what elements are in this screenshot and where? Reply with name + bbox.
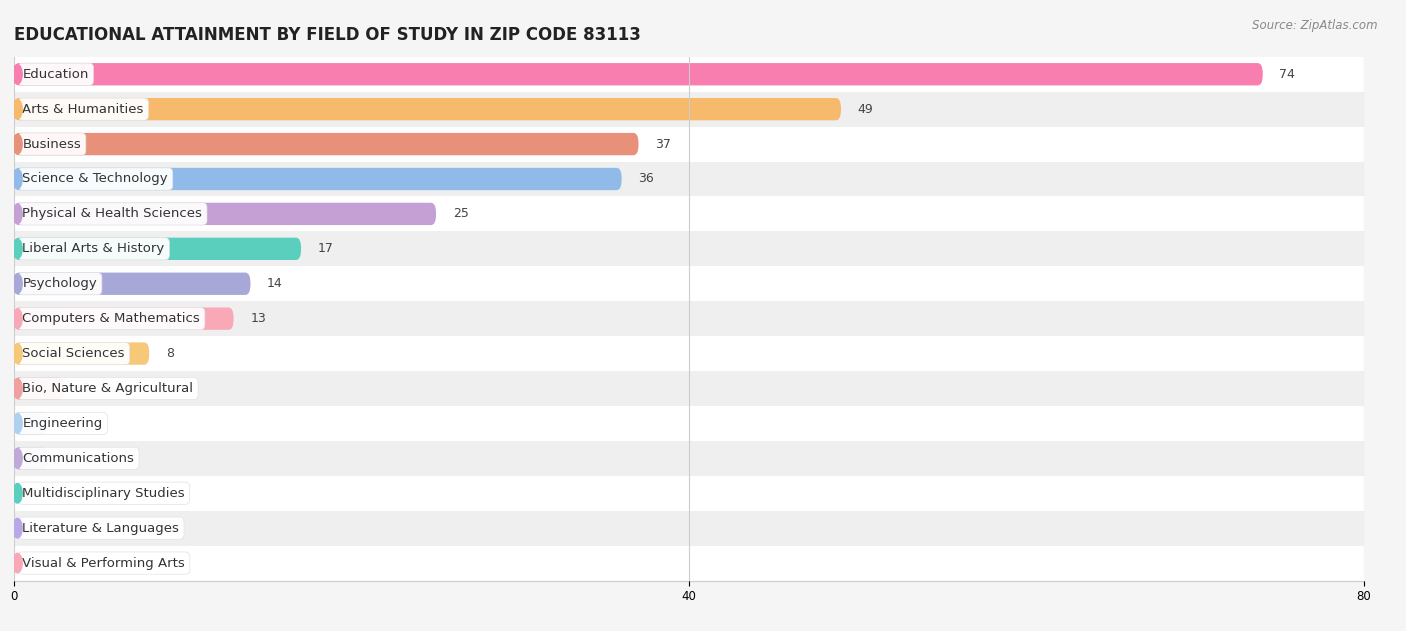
Text: 2: 2 [65, 417, 73, 430]
Bar [14, 301, 1364, 336]
Circle shape [13, 134, 22, 154]
Text: Multidisciplinary Studies: Multidisciplinary Studies [22, 487, 186, 500]
Text: 0: 0 [31, 557, 39, 570]
Text: Computers & Mathematics: Computers & Mathematics [22, 312, 200, 325]
Text: Science & Technology: Science & Technology [22, 172, 169, 186]
Circle shape [13, 64, 22, 84]
Text: Literature & Languages: Literature & Languages [22, 522, 180, 534]
Bar [14, 371, 1364, 406]
Circle shape [13, 274, 22, 293]
Text: Psychology: Psychology [22, 277, 97, 290]
Bar [14, 266, 1364, 301]
FancyBboxPatch shape [14, 307, 233, 330]
Circle shape [13, 100, 22, 119]
Text: Physical & Health Sciences: Physical & Health Sciences [22, 208, 202, 220]
Text: 17: 17 [318, 242, 333, 256]
Text: 13: 13 [250, 312, 266, 325]
Text: 74: 74 [1279, 68, 1295, 81]
Text: Arts & Humanities: Arts & Humanities [22, 103, 143, 115]
Circle shape [13, 344, 22, 363]
FancyBboxPatch shape [14, 98, 841, 121]
Bar [14, 476, 1364, 510]
Circle shape [13, 553, 22, 573]
Bar [14, 162, 1364, 196]
Bar [14, 127, 1364, 162]
Text: 37: 37 [655, 138, 671, 151]
Bar [14, 441, 1364, 476]
FancyBboxPatch shape [14, 412, 48, 435]
Text: 49: 49 [858, 103, 873, 115]
FancyBboxPatch shape [14, 343, 149, 365]
FancyBboxPatch shape [14, 238, 301, 260]
Text: Engineering: Engineering [22, 417, 103, 430]
Bar [14, 510, 1364, 546]
Bar [14, 336, 1364, 371]
FancyBboxPatch shape [14, 377, 65, 399]
Text: 0: 0 [31, 522, 39, 534]
Circle shape [13, 379, 22, 398]
Text: 0: 0 [31, 487, 39, 500]
Text: Business: Business [22, 138, 82, 151]
Text: Visual & Performing Arts: Visual & Performing Arts [22, 557, 186, 570]
Bar [14, 546, 1364, 581]
Bar [14, 91, 1364, 127]
Text: 2: 2 [65, 452, 73, 465]
Circle shape [13, 309, 22, 328]
Text: Education: Education [22, 68, 89, 81]
Text: 14: 14 [267, 277, 283, 290]
Circle shape [13, 449, 22, 468]
Text: Communications: Communications [22, 452, 135, 465]
Text: 25: 25 [453, 208, 468, 220]
FancyBboxPatch shape [14, 168, 621, 190]
Bar [14, 232, 1364, 266]
FancyBboxPatch shape [14, 133, 638, 155]
Text: 8: 8 [166, 347, 174, 360]
Bar [14, 196, 1364, 232]
Text: 36: 36 [638, 172, 654, 186]
Text: EDUCATIONAL ATTAINMENT BY FIELD OF STUDY IN ZIP CODE 83113: EDUCATIONAL ATTAINMENT BY FIELD OF STUDY… [14, 26, 641, 44]
FancyBboxPatch shape [14, 447, 48, 469]
Bar [14, 406, 1364, 441]
Circle shape [13, 483, 22, 503]
FancyBboxPatch shape [14, 203, 436, 225]
FancyBboxPatch shape [14, 273, 250, 295]
FancyBboxPatch shape [14, 63, 1263, 85]
Circle shape [13, 239, 22, 259]
Text: Social Sciences: Social Sciences [22, 347, 125, 360]
Text: Liberal Arts & History: Liberal Arts & History [22, 242, 165, 256]
Circle shape [13, 519, 22, 538]
Circle shape [13, 204, 22, 223]
Text: Bio, Nature & Agricultural: Bio, Nature & Agricultural [22, 382, 194, 395]
Text: 3: 3 [82, 382, 90, 395]
Circle shape [13, 414, 22, 433]
Text: Source: ZipAtlas.com: Source: ZipAtlas.com [1253, 19, 1378, 32]
Circle shape [13, 169, 22, 189]
Bar [14, 57, 1364, 91]
